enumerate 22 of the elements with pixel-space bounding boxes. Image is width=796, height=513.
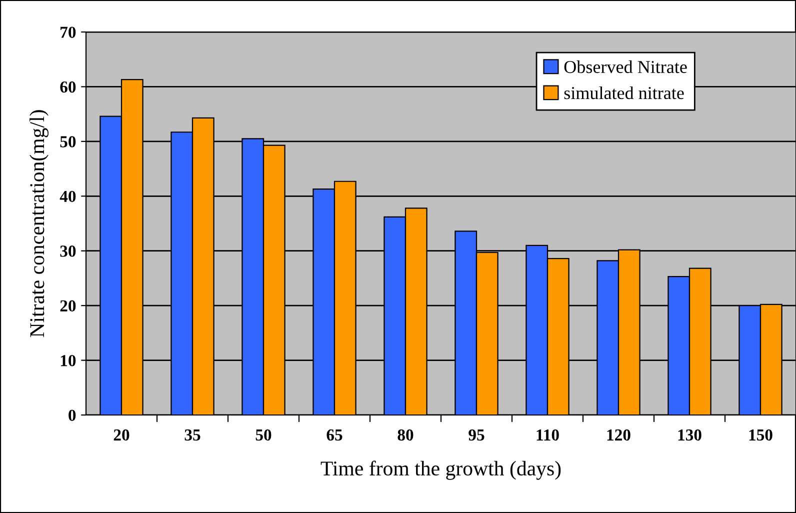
y-axis-title: Nitrate concentration(mg/l) xyxy=(30,110,48,338)
y-tick-label: 40 xyxy=(60,190,76,202)
legend-label: Observed Nitrate xyxy=(564,60,687,74)
y-tick-label: 10 xyxy=(60,354,76,366)
y-tick-label: 30 xyxy=(60,246,76,257)
y-tick-label: 60 xyxy=(60,81,76,93)
x-tick-label: 120 xyxy=(607,429,630,441)
y-tick-label: 50 xyxy=(60,136,76,148)
x-axis-title: Time from the growth (days) xyxy=(320,460,561,480)
y-tick-label: 0 xyxy=(68,410,76,421)
x-tick-label: 20 xyxy=(114,429,130,441)
x-tick-label: 50 xyxy=(256,429,272,441)
x-tick-label: 95 xyxy=(468,429,484,441)
x-tick-label: 110 xyxy=(536,429,559,441)
y-tick-label: 70 xyxy=(60,26,76,38)
x-tick-label: 80 xyxy=(398,429,414,441)
x-tick-label: 130 xyxy=(678,429,702,441)
x-tick-label: 65 xyxy=(326,429,342,441)
x-tick-label: 35 xyxy=(184,429,200,441)
x-tick-label: 150 xyxy=(749,429,772,441)
y-tick-label: 20 xyxy=(60,300,76,312)
legend-label: simulated nitrate xyxy=(564,86,684,100)
